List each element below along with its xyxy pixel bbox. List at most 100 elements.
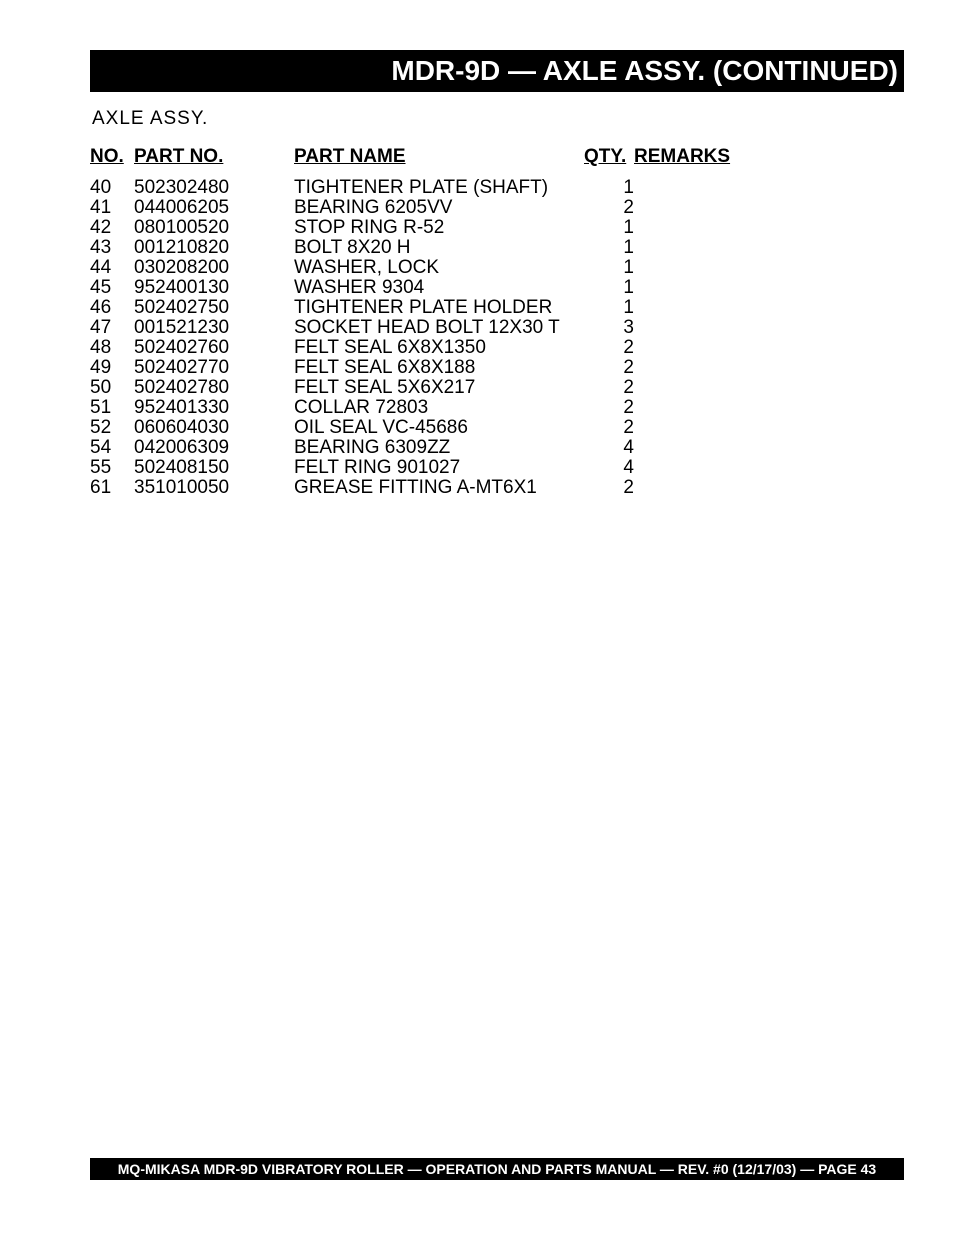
col-header-part-no: PART NO. xyxy=(134,144,294,178)
cell-no: 52 xyxy=(90,418,134,438)
cell-qty: 1 xyxy=(584,218,634,238)
table-row: 50502402780FELT SEAL 5X6X2172 xyxy=(90,378,904,398)
cell-qty: 1 xyxy=(584,298,634,318)
table-row: 61351010050GREASE FITTING A-MT6X12 xyxy=(90,478,904,498)
cell-remarks xyxy=(634,318,904,338)
cell-part-no: 952401330 xyxy=(134,398,294,418)
cell-no: 43 xyxy=(90,238,134,258)
cell-part-name: STOP RING R-52 xyxy=(294,218,584,238)
cell-no: 49 xyxy=(90,358,134,378)
cell-remarks xyxy=(634,198,904,218)
section-subtitle: AXLE ASSY. xyxy=(92,108,904,130)
cell-part-no: 080100520 xyxy=(134,218,294,238)
cell-no: 61 xyxy=(90,478,134,498)
cell-no: 42 xyxy=(90,218,134,238)
cell-no: 41 xyxy=(90,198,134,218)
table-row: 46502402750TIGHTENER PLATE HOLDER1 xyxy=(90,298,904,318)
cell-part-no: 060604030 xyxy=(134,418,294,438)
cell-qty: 2 xyxy=(584,398,634,418)
cell-no: 44 xyxy=(90,258,134,278)
table-row: 41044006205BEARING 6205VV2 xyxy=(90,198,904,218)
cell-qty: 1 xyxy=(584,178,634,198)
cell-qty: 2 xyxy=(584,378,634,398)
cell-part-name: BOLT 8X20 H xyxy=(294,238,584,258)
cell-remarks xyxy=(634,258,904,278)
cell-remarks xyxy=(634,358,904,378)
parts-table: NO. PART NO. PART NAME QTY. REMARKS 4050… xyxy=(90,144,904,498)
cell-remarks xyxy=(634,178,904,198)
cell-qty: 2 xyxy=(584,478,634,498)
cell-part-name: FELT SEAL 5X6X217 xyxy=(294,378,584,398)
col-header-no: NO. xyxy=(90,144,134,178)
cell-qty: 1 xyxy=(584,238,634,258)
cell-part-no: 001210820 xyxy=(134,238,294,258)
cell-part-name: FELT RING 901027 xyxy=(294,458,584,478)
table-row: 40502302480TIGHTENER PLATE (SHAFT)1 xyxy=(90,178,904,198)
cell-remarks xyxy=(634,398,904,418)
cell-part-no: 044006205 xyxy=(134,198,294,218)
cell-no: 54 xyxy=(90,438,134,458)
table-row: 52060604030OIL SEAL VC-456862 xyxy=(90,418,904,438)
cell-remarks xyxy=(634,218,904,238)
cell-qty: 2 xyxy=(584,338,634,358)
cell-part-name: WASHER 9304 xyxy=(294,278,584,298)
table-row: 45952400130WASHER 93041 xyxy=(90,278,904,298)
cell-part-name: FELT SEAL 6X8X1350 xyxy=(294,338,584,358)
cell-part-no: 502402750 xyxy=(134,298,294,318)
cell-qty: 1 xyxy=(584,258,634,278)
cell-part-name: FELT SEAL 6X8X188 xyxy=(294,358,584,378)
cell-part-no: 502402780 xyxy=(134,378,294,398)
cell-no: 51 xyxy=(90,398,134,418)
cell-no: 40 xyxy=(90,178,134,198)
cell-part-name: GREASE FITTING A-MT6X1 xyxy=(294,478,584,498)
cell-remarks xyxy=(634,238,904,258)
cell-qty: 2 xyxy=(584,418,634,438)
cell-no: 46 xyxy=(90,298,134,318)
cell-qty: 3 xyxy=(584,318,634,338)
cell-qty: 4 xyxy=(584,438,634,458)
cell-no: 45 xyxy=(90,278,134,298)
cell-qty: 2 xyxy=(584,198,634,218)
cell-no: 47 xyxy=(90,318,134,338)
table-row: 47001521230SOCKET HEAD BOLT 12X30 T3 xyxy=(90,318,904,338)
cell-remarks xyxy=(634,378,904,398)
cell-remarks xyxy=(634,478,904,498)
cell-part-name: COLLAR 72803 xyxy=(294,398,584,418)
cell-part-no: 502302480 xyxy=(134,178,294,198)
cell-remarks xyxy=(634,438,904,458)
cell-part-name: SOCKET HEAD BOLT 12X30 T xyxy=(294,318,584,338)
col-header-qty: QTY. xyxy=(584,144,634,178)
cell-remarks xyxy=(634,418,904,438)
col-header-remarks: REMARKS xyxy=(634,144,904,178)
cell-no: 50 xyxy=(90,378,134,398)
table-row: 55502408150FELT RING 9010274 xyxy=(90,458,904,478)
cell-part-name: BEARING 6309ZZ xyxy=(294,438,584,458)
table-row: 43001210820BOLT 8X20 H1 xyxy=(90,238,904,258)
page-footer-bar: MQ-MIKASA MDR-9D VIBRATORY ROLLER — OPER… xyxy=(90,1158,904,1180)
cell-part-no: 042006309 xyxy=(134,438,294,458)
page: MDR-9D — AXLE ASSY. (CONTINUED) AXLE ASS… xyxy=(0,0,954,1235)
cell-part-no: 502408150 xyxy=(134,458,294,478)
page-title-bar: MDR-9D — AXLE ASSY. (CONTINUED) xyxy=(90,50,904,92)
cell-part-name: TIGHTENER PLATE HOLDER xyxy=(294,298,584,318)
cell-remarks xyxy=(634,278,904,298)
cell-remarks xyxy=(634,298,904,318)
cell-no: 48 xyxy=(90,338,134,358)
cell-part-name: OIL SEAL VC-45686 xyxy=(294,418,584,438)
cell-remarks xyxy=(634,458,904,478)
table-row: 54042006309BEARING 6309ZZ4 xyxy=(90,438,904,458)
cell-part-no: 001521230 xyxy=(134,318,294,338)
table-row: 49502402770FELT SEAL 6X8X1882 xyxy=(90,358,904,378)
table-row: 44030208200WASHER, LOCK1 xyxy=(90,258,904,278)
cell-remarks xyxy=(634,338,904,358)
parts-table-header-row: NO. PART NO. PART NAME QTY. REMARKS xyxy=(90,144,904,178)
cell-part-no: 030208200 xyxy=(134,258,294,278)
cell-part-name: TIGHTENER PLATE (SHAFT) xyxy=(294,178,584,198)
table-row: 48502402760FELT SEAL 6X8X13502 xyxy=(90,338,904,358)
cell-part-no: 351010050 xyxy=(134,478,294,498)
cell-no: 55 xyxy=(90,458,134,478)
cell-part-name: BEARING 6205VV xyxy=(294,198,584,218)
table-row: 42080100520STOP RING R-521 xyxy=(90,218,904,238)
cell-part-name: WASHER, LOCK xyxy=(294,258,584,278)
cell-part-no: 502402770 xyxy=(134,358,294,378)
